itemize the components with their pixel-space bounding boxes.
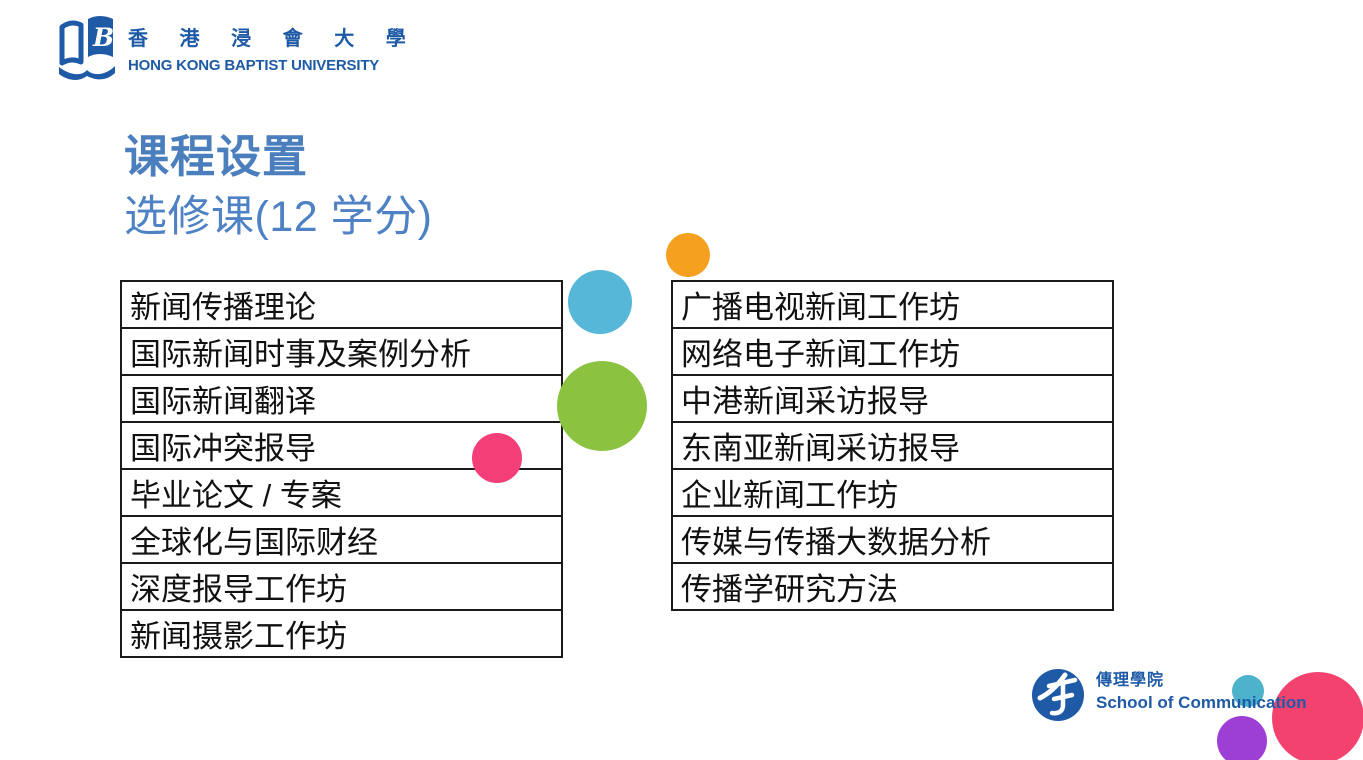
svg-text:B: B xyxy=(92,23,114,52)
table-row: 毕业论文 / 专案 xyxy=(120,468,563,517)
decor-circle-sky xyxy=(568,270,632,334)
course-cell: 毕业论文 / 专案 xyxy=(120,468,563,517)
table-row: 东南亚新闻采访报导 xyxy=(671,421,1114,470)
decor-circle-teal xyxy=(1232,675,1264,707)
decor-circle-green xyxy=(557,361,647,451)
table-row: 中港新闻采访报导 xyxy=(671,374,1114,423)
university-logo: B 香 港 浸 會 大 學 HONG KONG BAPTIST UNIVERSI… xyxy=(55,10,419,88)
title-block: 课程设置 选修课(12 学分) xyxy=(124,130,432,244)
school-name-en: School of Communication xyxy=(1096,693,1307,712)
table-row: 深度报导工作坊 xyxy=(120,562,563,611)
course-cell: 网络电子新闻工作坊 xyxy=(671,327,1114,376)
table-row: 广播电视新闻工作坊 xyxy=(671,280,1114,329)
table-row: 传媒与传播大数据分析 xyxy=(671,515,1114,564)
decor-circle-purple xyxy=(1217,716,1267,760)
course-cell: 新闻摄影工作坊 xyxy=(120,609,563,658)
course-cell: 广播电视新闻工作坊 xyxy=(671,280,1114,329)
table-row: 企业新闻工作坊 xyxy=(671,468,1114,517)
school-logo: 傳理學院 School of Communication xyxy=(1031,664,1307,722)
decor-circle-orange xyxy=(666,233,710,277)
table-row: 全球化与国际财经 xyxy=(120,515,563,564)
school-name-zh: 傳理學院 xyxy=(1096,672,1165,689)
course-cell: 全球化与国际财经 xyxy=(120,515,563,564)
course-cell: 东南亚新闻采访报导 xyxy=(671,421,1114,470)
decor-circle-pink xyxy=(472,433,522,483)
table-row: 国际新闻时事及案例分析 xyxy=(120,327,563,376)
school-emblem-icon xyxy=(1032,669,1084,721)
course-cell: 传媒与传播大数据分析 xyxy=(671,515,1114,564)
university-name-zh: 香 港 浸 會 大 學 xyxy=(128,28,419,50)
table-row: 网络电子新闻工作坊 xyxy=(671,327,1114,376)
course-cell: 新闻传播理论 xyxy=(120,280,563,329)
course-cell: 深度报导工作坊 xyxy=(120,562,563,611)
course-cell: 企业新闻工作坊 xyxy=(671,468,1114,517)
course-cell: 传播学研究方法 xyxy=(671,562,1114,611)
decor-circle-crimson xyxy=(1272,672,1363,760)
page-title: 课程设置 xyxy=(124,131,309,182)
course-cell: 国际新闻翻译 xyxy=(120,374,563,423)
course-cell: 中港新闻采访报导 xyxy=(671,374,1114,423)
open-book-icon: B xyxy=(59,16,115,80)
table-row: 新闻摄影工作坊 xyxy=(120,609,563,658)
course-table-right: 广播电视新闻工作坊 网络电子新闻工作坊 中港新闻采访报导 东南亚新闻采访报导 企… xyxy=(671,280,1114,611)
page-subtitle: 选修课(12 学分) xyxy=(124,193,433,241)
table-row: 传播学研究方法 xyxy=(671,562,1114,611)
table-row: 国际新闻翻译 xyxy=(120,374,563,423)
university-name-en: HONG KONG BAPTIST UNIVERSITY xyxy=(128,57,380,74)
course-cell: 国际新闻时事及案例分析 xyxy=(120,327,563,376)
table-row: 新闻传播理论 xyxy=(120,280,563,329)
